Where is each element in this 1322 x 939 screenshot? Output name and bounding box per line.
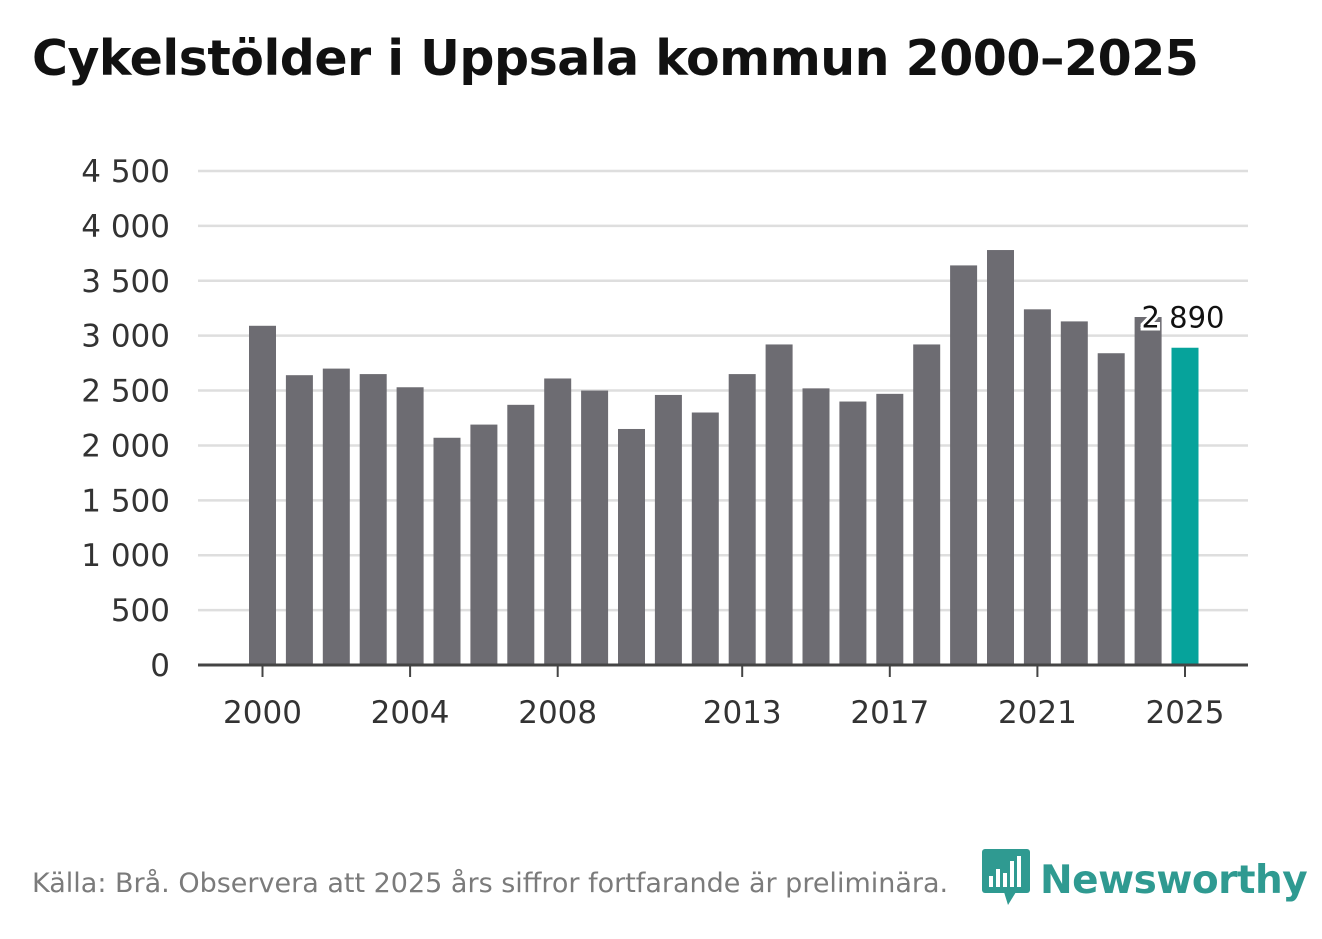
bar-2002[interactable] [322,368,350,665]
bars [249,250,1199,666]
y-tick-label: 4 000 [81,209,170,245]
x-tick-label: 2013 [703,695,782,731]
y-tick-label: 1 000 [81,538,170,574]
y-tick-label: 3 000 [81,319,170,355]
x-axis-ticks: 2000 2004 2008 2013 2017 2021 2025 [223,665,1224,731]
bar-2001[interactable] [285,375,313,665]
x-tick-label: 2000 [223,695,302,731]
bar-2023[interactable] [1097,353,1125,665]
bar-2008[interactable] [544,378,572,665]
gridlines [198,169,1248,612]
chart-title: Cykelstölder i Uppsala kommun 2000–2025 [32,30,1199,87]
bar-2019[interactable] [950,265,978,665]
bar-2018[interactable] [913,344,941,665]
annotation-label: 2 890 [1141,301,1224,335]
x-tick-label: 2008 [518,695,597,731]
bar-2005[interactable] [433,437,461,665]
x-tick-label: 2025 [1146,695,1225,731]
bar-2010[interactable] [618,428,645,665]
bar-2012[interactable] [691,412,719,665]
bar-2011[interactable] [654,394,682,665]
bar-2020[interactable] [987,250,1014,666]
bar-2014[interactable] [765,344,793,665]
bar-2021[interactable] [1023,309,1051,665]
source-note: Källa: Brå. Observera att 2025 års siffr… [32,868,949,899]
bar-2003[interactable] [359,374,387,665]
brand-name: Newsworthy [1040,857,1308,903]
bar-2022[interactable] [1060,321,1088,665]
bar-2016[interactable] [839,401,867,665]
bar-2017[interactable] [876,393,904,665]
x-tick-label: 2004 [371,695,450,731]
bar-2000[interactable] [249,325,276,665]
newsworthy-brand[interactable]: Newsworthy [982,848,1308,912]
x-tick-label: 2017 [850,695,929,731]
y-axis-ticks: 0 500 1 000 1 500 2 000 2 500 3 000 3 500 4 000 4… [81,154,170,684]
y-tick-label: 3 500 [81,264,170,300]
y-tick-label: 2 000 [81,428,170,464]
y-tick-label: 0 [150,648,170,684]
y-tick-label: 2 500 [81,374,170,410]
y-tick-label: 1 500 [81,483,170,519]
bar-2004[interactable] [396,387,424,665]
bar-2007[interactable] [507,404,535,665]
bar-2009[interactable] [581,390,609,665]
bar-chart: 0 500 1 000 1 500 2 000 2 500 3 000 3 500 4 000 4… [81,154,1248,731]
x-tick-label: 2021 [998,695,1077,731]
newsworthy-logo-icon [982,848,1032,912]
bar-2025[interactable] [1171,347,1199,665]
y-tick-label: 500 [111,593,170,629]
y-tick-label: 4 500 [81,154,170,190]
bar-2024[interactable] [1134,317,1162,665]
bar-2006[interactable] [470,424,498,665]
bar-2013[interactable] [728,374,756,665]
bar-2015[interactable] [802,388,830,665]
